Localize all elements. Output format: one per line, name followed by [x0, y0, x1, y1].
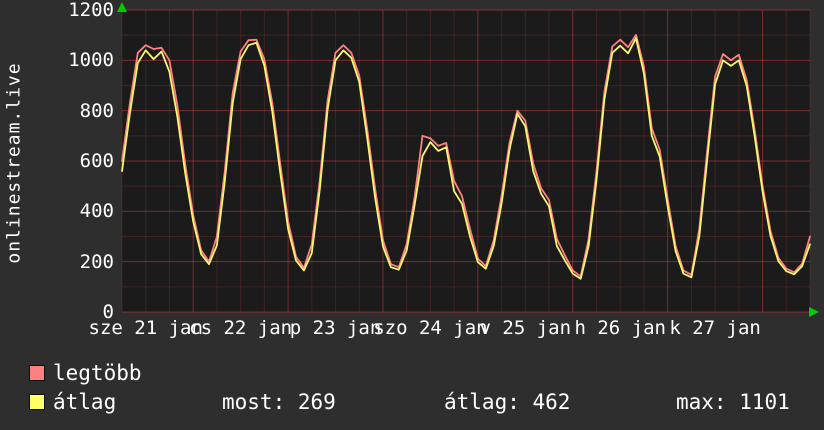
x-axis-arrow-icon [809, 307, 819, 317]
stat-current: most: 269 [222, 390, 336, 414]
legend-label-avg: átlag [53, 390, 117, 414]
y-axis-label: 1000 [68, 49, 114, 72]
chart-plot [117, 2, 819, 317]
x-axis-label: sze 21 jan [88, 317, 203, 339]
y-axis-label: 400 [79, 200, 114, 223]
y-axis-label: 1200 [68, 0, 114, 21]
x-axis-label: h 26 jan [574, 317, 666, 339]
vertical-axis-title: onlinestream.live [3, 62, 25, 264]
x-axis-label: v 25 jan [479, 317, 572, 339]
stat-max: max: 1101 [676, 390, 790, 414]
x-axis-label: k 27 jan [669, 317, 761, 339]
stat-average: átlag: 462 [444, 390, 571, 414]
y-axis-label: 600 [79, 150, 114, 172]
series-line-legtobb [121, 34, 811, 278]
legend-label-max: legtöbb [53, 361, 142, 385]
y-axis-label: 800 [79, 99, 114, 122]
legend-swatch-avg [29, 394, 45, 410]
x-axis-label: cs 22 jan [189, 317, 293, 339]
x-axis-label: szo 24 jan [373, 317, 488, 339]
y-axis-arrow-icon [117, 2, 127, 12]
y-axis-label: 0 [102, 301, 114, 323]
x-axis-label: p 23 jan [289, 317, 382, 339]
series-line-atlag [121, 37, 811, 280]
y-axis-label: 200 [79, 250, 114, 273]
legend-swatch-max [29, 365, 45, 381]
